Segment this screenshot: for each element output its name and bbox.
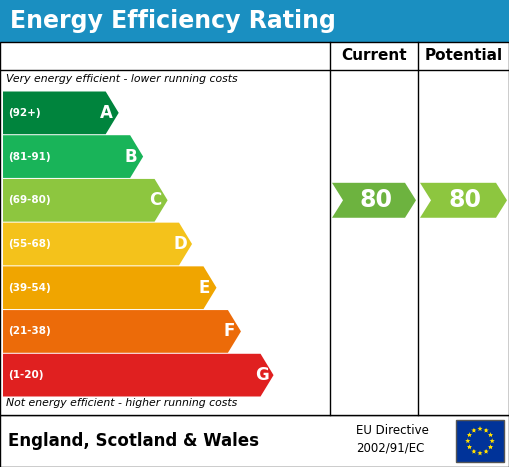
Text: B: B [125, 148, 137, 166]
Text: D: D [173, 235, 187, 253]
Polygon shape [3, 266, 216, 309]
Bar [0, 0, 509, 42]
Polygon shape [477, 450, 483, 455]
Text: F: F [223, 322, 235, 340]
Text: 80: 80 [359, 188, 392, 212]
Text: A: A [100, 104, 113, 122]
Text: (69-80): (69-80) [8, 195, 50, 205]
Text: Very energy efficient - lower running costs: Very energy efficient - lower running co… [6, 74, 238, 84]
Text: EU Directive
2002/91/EC: EU Directive 2002/91/EC [356, 424, 429, 454]
Polygon shape [420, 183, 507, 218]
Polygon shape [471, 449, 476, 454]
Polygon shape [467, 432, 472, 437]
Text: Potential: Potential [425, 49, 502, 64]
Polygon shape [465, 438, 470, 443]
Polygon shape [3, 135, 143, 178]
Text: Energy Efficiency Rating: Energy Efficiency Rating [10, 9, 336, 33]
Polygon shape [471, 428, 476, 433]
Polygon shape [3, 310, 241, 353]
Text: C: C [150, 191, 162, 209]
Text: Not energy efficient - higher running costs: Not energy efficient - higher running co… [6, 398, 237, 408]
Polygon shape [3, 223, 192, 265]
Polygon shape [484, 449, 489, 454]
Polygon shape [490, 438, 495, 443]
Polygon shape [488, 432, 493, 437]
Polygon shape [488, 444, 493, 449]
Text: Current: Current [341, 49, 407, 64]
Polygon shape [477, 426, 483, 431]
Text: E: E [199, 279, 210, 297]
Polygon shape [3, 354, 273, 396]
Bar [0, 42, 509, 415]
Text: (81-91): (81-91) [8, 152, 50, 162]
Text: (21-38): (21-38) [8, 326, 51, 336]
Polygon shape [484, 428, 489, 433]
Text: (92+): (92+) [8, 108, 41, 118]
Text: England, Scotland & Wales: England, Scotland & Wales [8, 432, 259, 450]
Polygon shape [467, 444, 472, 449]
Polygon shape [3, 179, 167, 222]
Text: (55-68): (55-68) [8, 239, 51, 249]
Text: (39-54): (39-54) [8, 283, 51, 293]
Bar [456, 420, 504, 462]
Text: 80: 80 [449, 188, 482, 212]
Text: G: G [254, 366, 268, 384]
Bar [0, 415, 509, 467]
Polygon shape [332, 183, 416, 218]
Text: (1-20): (1-20) [8, 370, 43, 380]
Polygon shape [3, 92, 119, 134]
